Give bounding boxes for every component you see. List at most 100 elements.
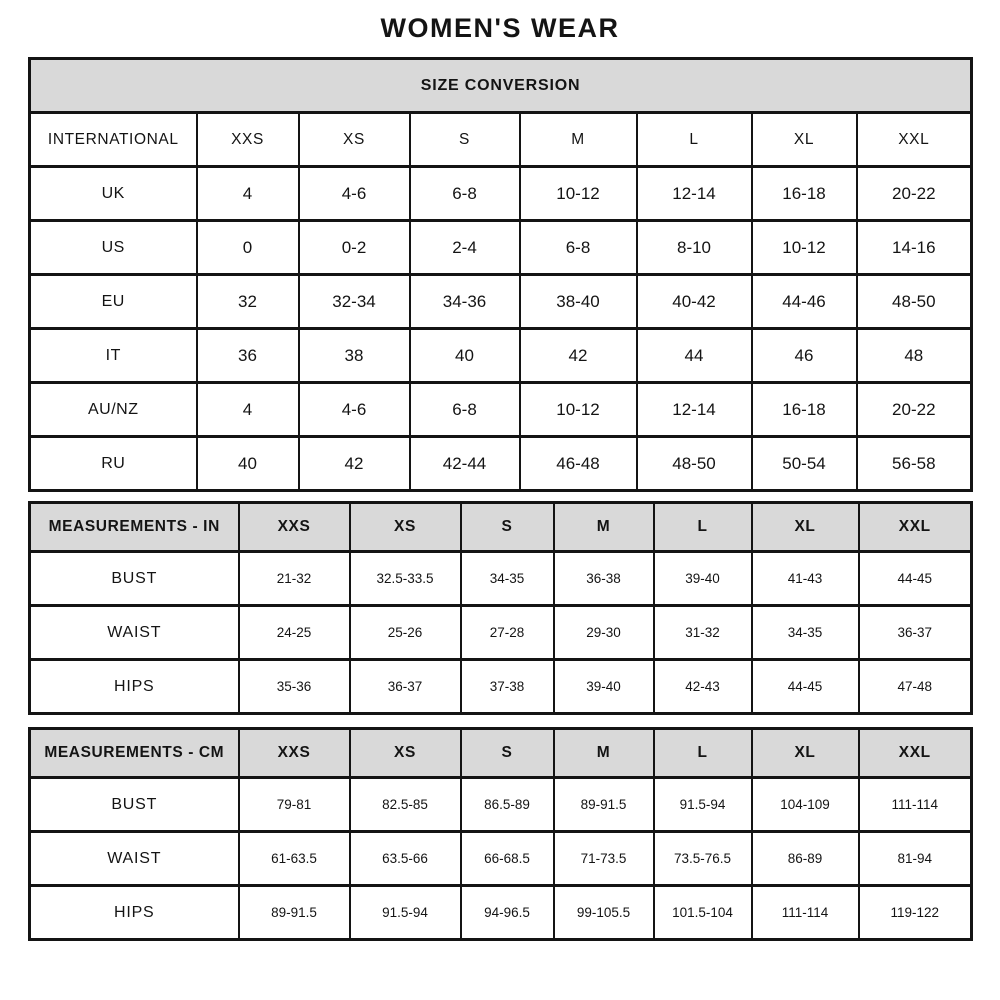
row-label-eu: EU [28, 273, 198, 330]
measurement-cell: 36-38 [552, 550, 655, 607]
table-row-us: US 0 0-2 2-4 6-8 8-10 10-12 14-16 [28, 219, 973, 276]
table-row-eu: EU 32 32-34 34-36 38-40 40-42 44-46 48-5… [28, 273, 973, 330]
measurement-cell: 91.5-94 [348, 884, 462, 941]
size-cell: 20-22 [855, 165, 973, 222]
size-cell: 48 [855, 327, 973, 384]
col-header-m: M [518, 111, 638, 168]
col-header-xs: XS [297, 111, 411, 168]
col-header-l: L [635, 111, 753, 168]
size-cell: 32-34 [297, 273, 411, 330]
col-header-international: INTERNATIONAL [28, 111, 198, 168]
col-header-xs: XS [348, 727, 462, 779]
size-cell: 40 [408, 327, 521, 384]
row-label-it: IT [28, 327, 198, 384]
table-row-ru: RU 40 42 42-44 46-48 48-50 50-54 56-58 [28, 435, 973, 492]
table-row-bust-cm: BUST 79-81 82.5-85 86.5-89 89-91.5 91.5-… [28, 776, 973, 833]
size-cell: 12-14 [635, 381, 753, 438]
size-cell: 10-12 [518, 381, 638, 438]
measurement-cell: 42-43 [652, 658, 753, 715]
size-cell: 2-4 [408, 219, 521, 276]
measurement-cell: 35-36 [237, 658, 351, 715]
measurement-cell: 81-94 [857, 830, 973, 887]
table-row-hips-cm: HIPS 89-91.5 91.5-94 94-96.5 99-105.5 10… [28, 884, 973, 941]
size-cell: 38 [297, 327, 411, 384]
col-header-l: L [652, 727, 753, 779]
size-cell: 42 [297, 435, 411, 492]
measurement-cell: 79-81 [237, 776, 351, 833]
measurement-cell: 104-109 [750, 776, 860, 833]
size-cell: 4 [195, 165, 300, 222]
size-cell: 40-42 [635, 273, 753, 330]
measurement-cell: 73.5-76.5 [652, 830, 753, 887]
row-label-bust: BUST [28, 776, 240, 833]
measurement-cell: 32.5-33.5 [348, 550, 462, 607]
col-header-xxs: XXS [237, 727, 351, 779]
measurement-cell: 82.5-85 [348, 776, 462, 833]
col-header-xxl: XXL [857, 501, 973, 553]
row-label-hips: HIPS [28, 884, 240, 941]
measurement-cell: 89-91.5 [552, 776, 655, 833]
row-label-aunz: AU/NZ [28, 381, 198, 438]
size-cell: 16-18 [750, 165, 858, 222]
size-cell: 48-50 [855, 273, 973, 330]
col-header-xxl: XXL [855, 111, 973, 168]
size-cell: 12-14 [635, 165, 753, 222]
size-cell: 10-12 [750, 219, 858, 276]
column-header-row: INTERNATIONAL XXS XS S M L XL XXL [28, 111, 973, 168]
measurements-in-table: MEASUREMENTS - IN XXS XS S M L XL XXL BU… [28, 501, 973, 715]
measurement-cell: 34-35 [750, 604, 860, 661]
measurement-cell: 39-40 [552, 658, 655, 715]
table-row-bust-in: BUST 21-32 32.5-33.5 34-35 36-38 39-40 4… [28, 550, 973, 607]
size-cell: 46 [750, 327, 858, 384]
size-cell: 42-44 [408, 435, 521, 492]
col-header-xxs: XXS [195, 111, 300, 168]
size-cell: 42 [518, 327, 638, 384]
size-cell: 48-50 [635, 435, 753, 492]
measurement-cell: 44-45 [750, 658, 860, 715]
measurement-cell: 27-28 [459, 604, 555, 661]
measurement-cell: 99-105.5 [552, 884, 655, 941]
size-cell: 10-12 [518, 165, 638, 222]
size-cell: 6-8 [518, 219, 638, 276]
col-header-xl: XL [750, 111, 858, 168]
measurements-cm-title: MEASUREMENTS - CM [28, 727, 240, 779]
measurements-in-header-row: MEASUREMENTS - IN XXS XS S M L XL XXL [28, 501, 973, 553]
size-cell: 44 [635, 327, 753, 384]
size-cell: 8-10 [635, 219, 753, 276]
measurement-cell: 44-45 [857, 550, 973, 607]
size-cell: 44-46 [750, 273, 858, 330]
measurement-cell: 111-114 [750, 884, 860, 941]
measurements-in-title: MEASUREMENTS - IN [28, 501, 240, 553]
measurement-cell: 61-63.5 [237, 830, 351, 887]
size-conversion-title: SIZE CONVERSION [28, 57, 973, 114]
size-cell: 46-48 [518, 435, 638, 492]
table-row-hips-in: HIPS 35-36 36-37 37-38 39-40 42-43 44-45… [28, 658, 973, 715]
size-cell: 0-2 [297, 219, 411, 276]
col-header-m: M [552, 501, 655, 553]
size-cell: 36 [195, 327, 300, 384]
measurement-cell: 24-25 [237, 604, 351, 661]
size-cell: 6-8 [408, 165, 521, 222]
size-cell: 50-54 [750, 435, 858, 492]
size-cell: 40 [195, 435, 300, 492]
size-cell: 4-6 [297, 381, 411, 438]
measurement-cell: 101.5-104 [652, 884, 753, 941]
table-row-aunz: AU/NZ 4 4-6 6-8 10-12 12-14 16-18 20-22 [28, 381, 973, 438]
measurement-cell: 47-48 [857, 658, 973, 715]
measurement-cell: 94-96.5 [459, 884, 555, 941]
size-cell: 34-36 [408, 273, 521, 330]
measurement-cell: 36-37 [348, 658, 462, 715]
table-row-waist-in: WAIST 24-25 25-26 27-28 29-30 31-32 34-3… [28, 604, 973, 661]
measurement-cell: 86.5-89 [459, 776, 555, 833]
size-cell: 56-58 [855, 435, 973, 492]
col-header-xl: XL [750, 727, 860, 779]
row-label-bust: BUST [28, 550, 240, 607]
measurement-cell: 111-114 [857, 776, 973, 833]
measurements-cm-table: MEASUREMENTS - CM XXS XS S M L XL XXL BU… [28, 727, 973, 941]
col-header-l: L [652, 501, 753, 553]
row-label-us: US [28, 219, 198, 276]
measurement-cell: 29-30 [552, 604, 655, 661]
row-label-waist: WAIST [28, 830, 240, 887]
measurement-cell: 63.5-66 [348, 830, 462, 887]
